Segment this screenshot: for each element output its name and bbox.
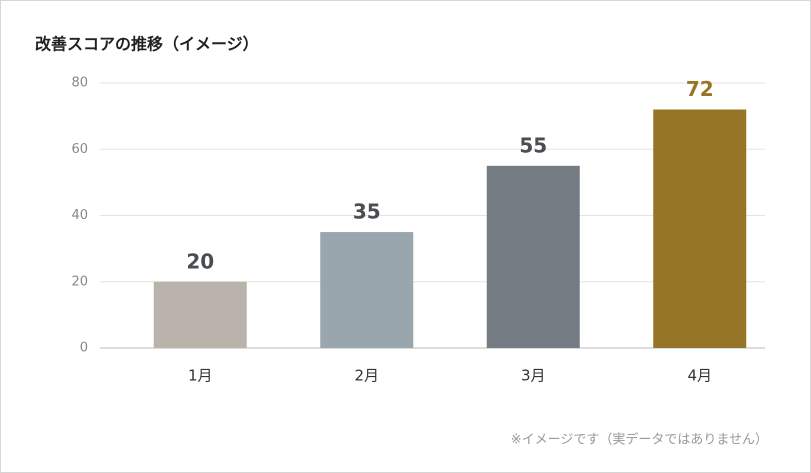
- chart-title: 改善スコアの推移（イメージ）: [35, 35, 259, 54]
- y-tick-label: 0: [80, 341, 88, 356]
- value-label: 20: [186, 249, 214, 273]
- note: ※イメージです（実データではありません）: [511, 432, 768, 448]
- value-label: 35: [353, 200, 381, 224]
- x-tick-label: 4月: [687, 367, 712, 385]
- y-tick-label: 60: [71, 142, 88, 157]
- value-label: 55: [519, 133, 547, 157]
- bar: [153, 281, 247, 348]
- bar: [653, 109, 747, 348]
- x-tick-label: 3月: [521, 367, 546, 385]
- y-tick-label: 20: [71, 274, 88, 289]
- y-tick-label: 40: [71, 208, 88, 223]
- bar: [486, 165, 580, 348]
- bar: [320, 232, 414, 348]
- value-label: 72: [686, 77, 714, 101]
- y-tick-label: 80: [71, 76, 88, 91]
- x-tick-label: 2月: [354, 367, 379, 385]
- x-tick-label: 1月: [188, 367, 213, 385]
